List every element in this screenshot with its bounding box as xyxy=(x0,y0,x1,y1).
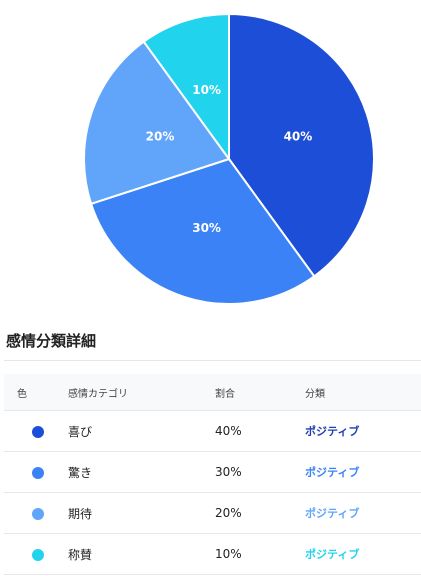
ratio-cell: 40% xyxy=(215,424,242,438)
ratio-cell: 10% xyxy=(215,547,242,561)
ratio-cell: 30% xyxy=(215,465,242,479)
slice-label: 10% xyxy=(192,83,221,97)
type-cell: ポジティブ xyxy=(305,548,360,561)
color-swatch xyxy=(32,425,44,438)
section-title: 感情分類詳細 xyxy=(6,332,97,350)
type-cell: ポジティブ xyxy=(305,425,360,438)
table-row: 喜び 40% ポジティブ xyxy=(4,411,421,452)
category-cell: 喜び xyxy=(68,424,93,439)
title-divider xyxy=(4,360,421,361)
header-ratio: 割合 xyxy=(215,388,235,400)
category-cell: 称賛 xyxy=(68,547,93,562)
slice-label: 40% xyxy=(284,130,313,144)
table-row: 称賛 10% ポジティブ xyxy=(4,534,421,575)
emotion-table: 色 感情カテゴリ 割合 分類 喜び 40% ポジティブ 驚き 30% ポジティブ… xyxy=(4,374,421,575)
pie-slice-称賛 xyxy=(142,12,230,163)
table-row: 期待 20% ポジティブ xyxy=(4,493,421,534)
table-row: 驚き 30% ポジティブ xyxy=(4,452,421,493)
pie-slice-驚き xyxy=(89,157,316,305)
header-color: 色 xyxy=(17,388,27,400)
category-cell: 驚き xyxy=(68,465,93,480)
table-header: 色 感情カテゴリ 割合 分類 xyxy=(4,374,421,411)
color-swatch xyxy=(32,507,44,520)
emotion-pie-chart: 40% 30% 20% 10% xyxy=(83,12,375,305)
color-swatch xyxy=(32,466,44,479)
type-cell: ポジティブ xyxy=(305,507,360,520)
slice-label: 20% xyxy=(146,130,175,144)
header-category: 感情カテゴリ xyxy=(68,388,128,400)
color-swatch xyxy=(32,548,44,561)
pie-slice-期待 xyxy=(83,40,231,206)
category-cell: 期待 xyxy=(68,506,93,521)
header-type: 分類 xyxy=(305,388,325,400)
pie-slice-喜び xyxy=(228,12,375,278)
ratio-cell: 20% xyxy=(215,506,242,520)
type-cell: ポジティブ xyxy=(305,466,360,479)
slice-label: 30% xyxy=(192,221,221,235)
